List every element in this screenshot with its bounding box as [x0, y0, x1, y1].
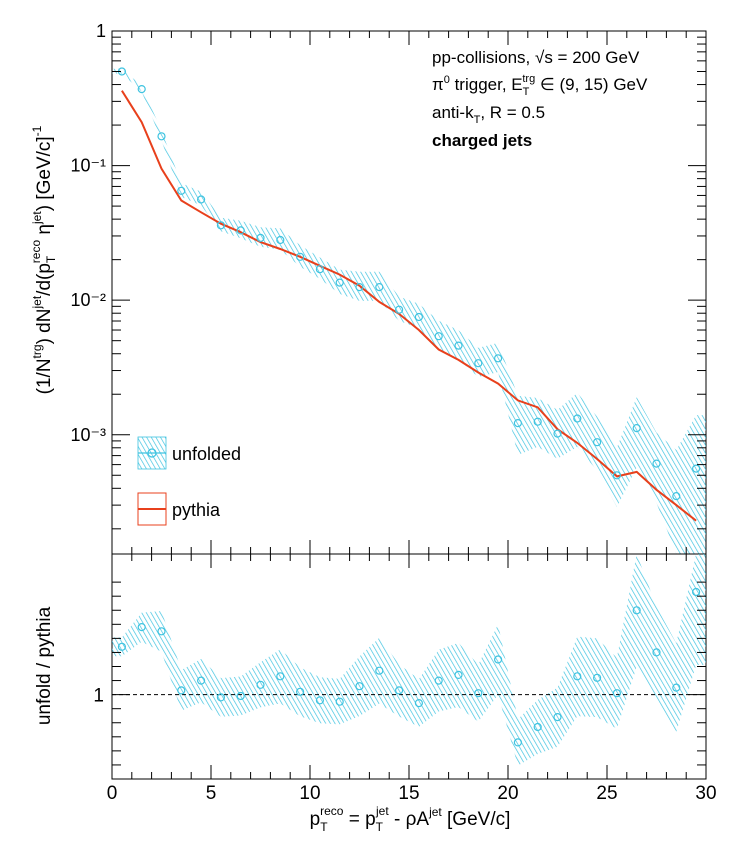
ratio-point — [533, 722, 542, 732]
x-tick-label: 0 — [107, 783, 118, 804]
ratio-point — [592, 673, 602, 682]
x-tick-label: 30 — [695, 783, 716, 804]
bottom-y-tick-label: 1 — [93, 686, 104, 707]
ratio-point — [117, 642, 127, 651]
unfolded-point — [553, 429, 562, 438]
ratio-point — [276, 672, 285, 681]
ratio-point — [395, 686, 404, 695]
ratio-point — [414, 698, 423, 708]
ratio-point — [494, 655, 503, 664]
unfolded-point — [157, 132, 166, 141]
ratio-point — [553, 712, 562, 722]
ratio-point — [355, 682, 364, 691]
unfolded-point — [276, 235, 285, 245]
unfolded-point — [513, 419, 523, 428]
ratio-point — [474, 689, 483, 698]
unfolded-point — [315, 265, 324, 274]
unfolded-point — [573, 414, 582, 423]
unfolded-point — [533, 417, 542, 426]
ratio-point — [197, 676, 206, 685]
top-panel: 1 10⁻¹ 10⁻² 10⁻³ pp-collisions, √s = 200 Ge… — [29, 21, 707, 555]
ratio-point — [632, 606, 641, 615]
ratio-point — [296, 687, 305, 696]
unfolded-point — [632, 424, 641, 433]
x-axis-label: pTreco = pTjet - ρAjet [GeV/c] — [310, 804, 511, 834]
ratio-point — [573, 672, 582, 681]
ratio-point — [177, 686, 186, 695]
unfolded-point — [414, 312, 423, 322]
ratio-point — [652, 648, 661, 657]
unfolded-point — [474, 359, 483, 368]
unfolded-point — [236, 226, 245, 235]
ratio-point — [137, 622, 146, 632]
unfolded-point — [335, 278, 344, 287]
ratio-point — [335, 697, 344, 706]
annotation-trigger: π0 trigger, ETtrg ∈ (9, 15) GeV — [432, 73, 648, 98]
unfolded-point — [652, 459, 661, 468]
top-y-tick-label: 10⁻³ — [70, 425, 106, 445]
ratio-point — [375, 666, 384, 675]
ratio-point — [672, 683, 681, 692]
unfolded-point — [375, 283, 384, 292]
unfolded-point — [592, 438, 602, 447]
ratio-point — [454, 670, 463, 680]
ratio-point — [612, 689, 622, 698]
x-tick-label: 20 — [497, 783, 518, 804]
unfolded-point — [256, 233, 265, 242]
unfolded-point — [672, 492, 681, 501]
unfolded-point — [177, 186, 186, 195]
ratio-band — [112, 554, 706, 766]
top-y-tick-label: 10⁻² — [70, 290, 106, 310]
ratio-point — [315, 696, 324, 705]
unfolded-point — [494, 354, 503, 363]
unfolded-uncertainty-band-bottom — [112, 554, 706, 766]
ratio-point — [236, 691, 245, 701]
unfolded-uncertainty-band-top — [112, 68, 706, 554]
unfolded-point — [434, 332, 443, 341]
ratio-point — [513, 738, 523, 747]
x-tick-label: 5 — [206, 783, 217, 804]
top-y-axis-label: (1/Ntrg) dNjet/d(pTreco ηjet) [GeV/c]-1 — [29, 125, 58, 394]
unfolded-point — [197, 195, 206, 204]
unfolded-point — [355, 283, 364, 292]
annotation-collisions: pp-collisions, √s = 200 GeV — [432, 48, 640, 67]
x-tick-label: 15 — [398, 783, 419, 804]
x-tick-label: 25 — [596, 783, 617, 804]
pythia-line — [121, 90, 697, 522]
unfolded-point — [216, 221, 225, 230]
unfolded-point — [612, 471, 622, 480]
unfolded-point — [454, 341, 463, 350]
legend-pythia-label: pythia — [172, 500, 221, 520]
unfolded-point — [395, 305, 404, 314]
annotation-algorithm: anti-kT, R = 0.5 — [432, 103, 545, 126]
unfolded-point — [296, 252, 305, 261]
x-tick-label: 10 — [299, 783, 320, 804]
top-y-tick-label: 1 — [96, 21, 106, 41]
bottom-panel: 1 0 5 10 15 20 25 30 unfold / pythia pTreco = … — [34, 553, 717, 834]
annotation-jet-type: charged jets — [432, 131, 532, 150]
ratio-point — [157, 627, 166, 636]
bottom-y-axis-label: unfold / pythia — [34, 606, 55, 725]
unfolded-point — [137, 84, 146, 94]
spectrum-band — [112, 68, 706, 554]
legend-unfolded-label: unfolded — [172, 444, 241, 464]
unfolded-point — [691, 464, 701, 473]
legend: unfolded pythia — [137, 436, 241, 526]
ratio-point — [691, 587, 701, 597]
top-y-tick-label: 10⁻¹ — [70, 156, 106, 176]
ratio-point — [434, 676, 443, 685]
ratio-point — [216, 693, 225, 702]
ratio-point — [256, 680, 265, 689]
